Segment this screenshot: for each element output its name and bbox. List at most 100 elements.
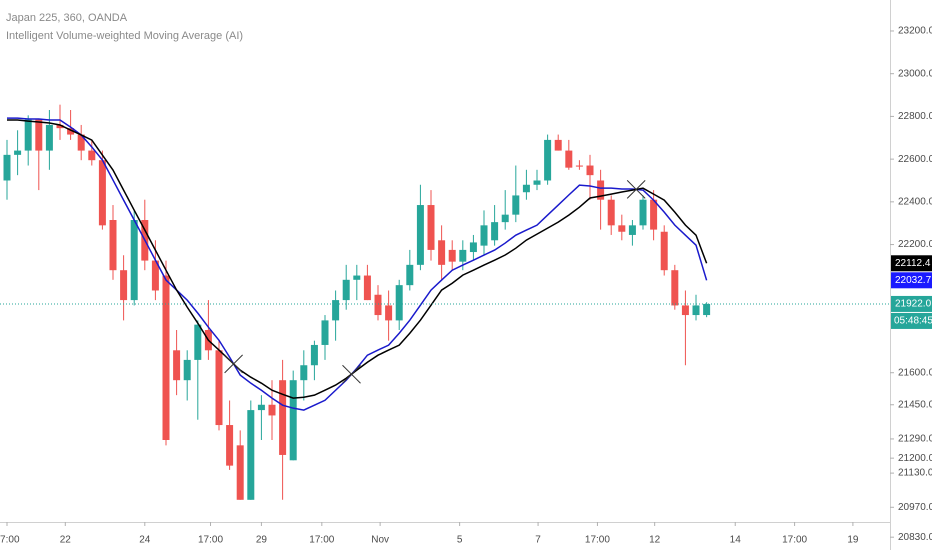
candle-body (35, 119, 43, 151)
candle-body (215, 350, 223, 426)
candle-body (24, 119, 32, 151)
candle-body (385, 305, 393, 321)
candle-body (226, 425, 234, 466)
candle-body (257, 404, 265, 411)
price-badge (891, 272, 932, 289)
candle-body (671, 270, 679, 306)
indicator-title: Intelligent Volume-weighted Moving Avera… (6, 30, 243, 42)
price-badge-label: 22112.4 (895, 258, 931, 269)
x-tick-label: 17:00 (585, 535, 610, 546)
candle-body (183, 359, 191, 381)
y-tick-label: 21450.0 (898, 399, 932, 410)
candle-body (151, 260, 159, 291)
candle-body (586, 165, 594, 176)
candle-body (236, 445, 244, 500)
candle-body (480, 225, 488, 246)
candle-body (98, 160, 106, 226)
candle-body (279, 380, 287, 455)
y-tick-label: 21130.0 (898, 468, 932, 479)
chart-title: Japan 225, 360, OANDA (6, 12, 128, 24)
candle-body (692, 305, 700, 316)
candle-body (130, 220, 138, 301)
x-tick-label: 22 (60, 535, 72, 546)
candle-body (67, 128, 75, 135)
y-tick-label: 22800.0 (898, 111, 932, 122)
candle-body (310, 344, 318, 366)
candle-body (448, 249, 456, 262)
candle-body (268, 404, 276, 416)
candle-body (162, 275, 170, 440)
candle-body (660, 231, 668, 271)
x-tick-label: 14 (730, 535, 742, 546)
candle-body (395, 285, 403, 321)
candle-body (289, 380, 297, 461)
candle-body (3, 154, 11, 181)
candle-body (342, 279, 350, 301)
candle-body (469, 242, 477, 253)
y-tick-label: 20970.0 (898, 502, 932, 513)
price-badge-label: 21922.0 (895, 299, 932, 310)
candle-body (565, 150, 573, 168)
x-tick-label: 19 (847, 535, 859, 546)
candle-body (332, 300, 340, 321)
x-tick-label: 17:00 (782, 535, 807, 546)
candle-body (173, 350, 181, 381)
y-tick-label: 22600.0 (898, 154, 932, 165)
candle-body (597, 180, 605, 200)
x-tick-label: 17:00 (0, 535, 20, 546)
candle-body (14, 150, 22, 155)
y-tick-label: 23000.0 (898, 68, 932, 79)
candle-body (194, 324, 202, 360)
price-badge-label: 22032.7 (895, 275, 932, 286)
countdown-label: 05:48:45 (894, 316, 932, 327)
y-tick-label: 20830.0 (898, 532, 932, 543)
candle-body (491, 222, 499, 241)
candle-body (300, 365, 308, 381)
x-tick-label: 29 (256, 535, 268, 546)
candle-body (607, 199, 615, 226)
candle-body (512, 195, 520, 215)
candle-body (544, 139, 552, 181)
candle-body (88, 150, 96, 161)
candle-body (374, 294, 382, 316)
candle-body (628, 225, 636, 235)
x-tick-label: Nov (371, 535, 389, 546)
candle-body (45, 124, 53, 151)
y-tick-label: 22400.0 (898, 196, 932, 207)
candle-body (56, 124, 64, 129)
cross-marker (342, 364, 361, 384)
price-badge (891, 255, 932, 272)
candle-body (703, 303, 711, 316)
candle-body (554, 139, 562, 151)
candle-body (321, 320, 329, 345)
x-tick-label: 5 (457, 535, 463, 546)
candle-body (501, 214, 509, 223)
x-tick-label: 17:00 (309, 535, 334, 546)
countdown-badge (891, 312, 932, 329)
y-tick-label: 22200.0 (898, 239, 932, 250)
candle-body (353, 275, 361, 280)
y-tick-label: 21600.0 (898, 367, 932, 378)
candle-body (109, 220, 117, 271)
candle-body (639, 199, 647, 226)
candle-body (438, 240, 446, 265)
candle-body (618, 225, 626, 232)
price-badge (891, 295, 932, 312)
x-tick-label: 17:00 (198, 535, 223, 546)
candle-body (427, 205, 435, 250)
y-tick-label: 21290.0 (898, 434, 932, 445)
candle-body (650, 199, 658, 230)
candle-body (533, 180, 541, 185)
cross-marker (626, 180, 646, 199)
candle-body (575, 165, 583, 167)
x-tick-label: 7 (535, 535, 541, 546)
candle-body (459, 249, 467, 262)
candle-body (681, 305, 689, 316)
x-tick-label: 24 (139, 535, 151, 546)
candle-body (416, 205, 424, 265)
candle-body (363, 275, 371, 301)
candle-body (406, 264, 414, 286)
candle-body (77, 134, 85, 151)
